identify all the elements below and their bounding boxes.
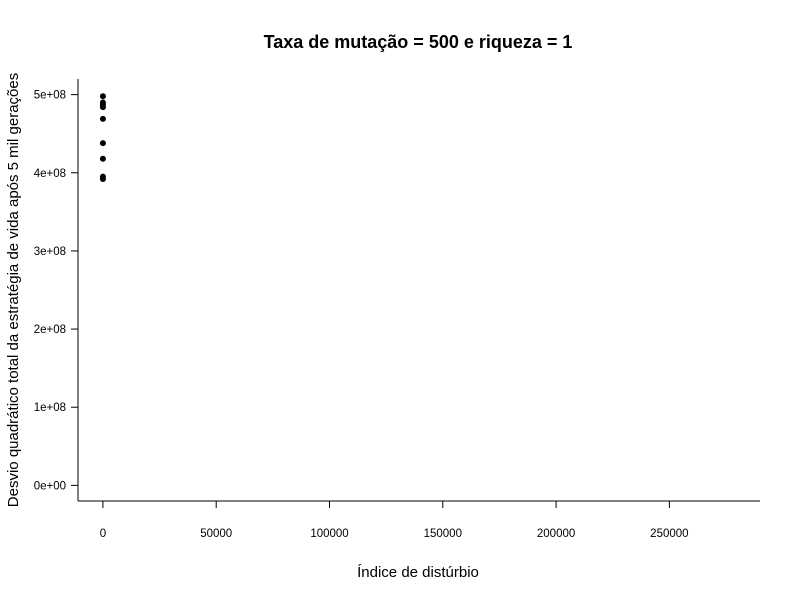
y-tick-label: 4e+08 [34,168,66,180]
data-points [99,93,106,183]
y-tick-label: 2e+08 [34,324,66,336]
y-axis-ticks: 0e+00 1e+08 2e+08 3e+08 4e+08 5e+08 [34,90,78,492]
data-point [99,155,106,162]
x-tick-label: 150000 [424,528,462,540]
y-tick-label: 1e+08 [34,402,66,414]
x-axis-label: Índice de distúrbio [357,564,479,581]
y-axis-label: Desvio quadrático total da estratégia de… [5,73,22,507]
x-axis-ticks: 0 50000 100000 150000 200000 250000 [100,501,689,540]
x-tick-label: 250000 [650,528,688,540]
x-tick-label: 100000 [310,528,348,540]
x-tick-label: 200000 [537,528,575,540]
y-tick-label: 5e+08 [34,90,66,102]
data-point [99,115,106,122]
x-tick-label: 50000 [200,528,232,540]
data-point [99,93,106,100]
x-tick-label: 0 [100,528,106,540]
data-point [99,176,106,183]
y-tick-label: 0e+00 [34,480,66,492]
data-point [99,104,106,111]
y-tick-label: 3e+08 [34,246,66,258]
data-point [99,140,106,147]
chart-title: Taxa de mutação = 500 e riqueza = 1 [264,32,573,52]
